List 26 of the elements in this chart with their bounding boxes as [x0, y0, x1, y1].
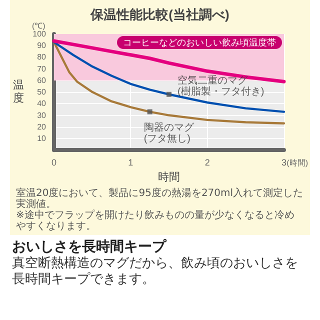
y-tick-label: 80: [37, 52, 47, 62]
annotation: 陶器のマグ (フタ無し): [144, 121, 195, 144]
y-axis-title: 温度: [13, 80, 24, 105]
text: ※途中でフラップを開けたり飲みものの量が少なくなると冷めやすくなります。: [16, 210, 296, 232]
text: 真空断熱構造のマグだから、飲み頃のおいしさを長時間キープできます。: [12, 256, 299, 288]
chart-title: 保温性能比較(当社調べ): [90, 7, 230, 22]
x-tick-label: 2: [204, 158, 210, 168]
y-tick-label: 30: [37, 110, 47, 120]
band-label: コーヒーなどのおいしい飲み頃温度帯: [123, 38, 276, 48]
y-tick-label: 90: [37, 41, 47, 50]
x-tick-label: 1: [128, 158, 134, 168]
y-tick-label: 70: [37, 64, 47, 74]
text: おいしさを長時間キープ: [12, 239, 168, 256]
annotation: 空気二重のマグ (樹脂製・フタ付き): [178, 74, 264, 98]
y-tick-label: 100: [32, 30, 47, 38]
text: (℃): [32, 22, 46, 30]
text: 室温20度において、製品に95度の熱湯を270ml入れて測定した実測値。: [16, 188, 304, 210]
y-tick-label: 10: [37, 134, 47, 143]
x-tick-label: 3: [281, 158, 287, 168]
y-tick-label: 50: [37, 88, 47, 97]
x-tick-label: 0: [51, 158, 57, 168]
text: (時間): [286, 158, 308, 168]
y-tick-label: 20: [37, 122, 47, 132]
y-tick-label: 40: [37, 99, 47, 108]
y-tick-label: 60: [37, 76, 47, 85]
x-axis-title: 時間: [158, 170, 180, 184]
